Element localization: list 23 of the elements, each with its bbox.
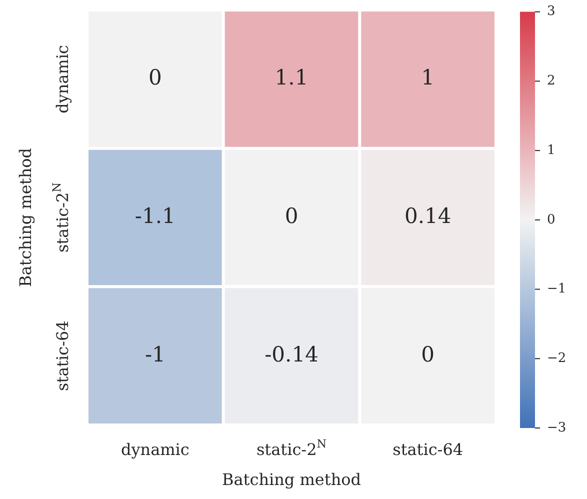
data-label: -0.14 <box>264 342 318 366</box>
x-axis-title: Batching method <box>222 470 362 490</box>
data-label: 1.1 <box>274 66 308 90</box>
data-label: 0 <box>421 342 435 366</box>
color-bar-label: 0 <box>547 212 556 228</box>
color-bar-label: −2 <box>547 351 566 366</box>
data-label: 1 <box>421 66 435 90</box>
color-bar-label: 2 <box>547 74 556 89</box>
x-tick-label: static-64 <box>392 440 464 460</box>
data-label: -1 <box>144 342 166 366</box>
y-tick-label: static-2N <box>50 182 72 253</box>
data-label: 0.14 <box>404 204 452 228</box>
x-tick-label: dynamic <box>120 440 190 460</box>
y-tick-label: static-64 <box>53 320 72 392</box>
y-axis-title: Batching method <box>16 148 36 287</box>
color-bar-label: −3 <box>547 420 566 436</box>
data-label: -1.1 <box>134 204 176 228</box>
y-tick-label: dynamic <box>53 44 72 114</box>
color-bar-label: −1 <box>547 282 566 297</box>
data-label: 0 <box>284 204 298 228</box>
color-bar-label: 3 <box>547 4 556 20</box>
data-label: 0 <box>148 66 162 90</box>
color-bar-label: 1 <box>547 142 556 158</box>
